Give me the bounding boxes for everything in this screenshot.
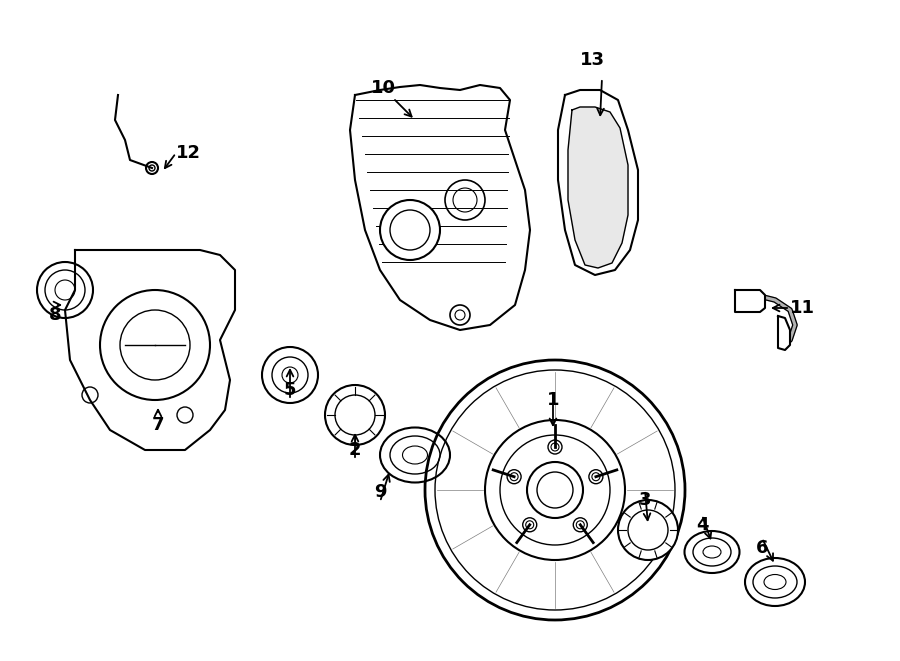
Polygon shape xyxy=(350,85,530,330)
Polygon shape xyxy=(778,316,790,350)
Ellipse shape xyxy=(685,531,740,573)
Text: 7: 7 xyxy=(152,416,164,434)
Text: 6: 6 xyxy=(756,539,769,557)
Circle shape xyxy=(380,200,440,260)
Text: 5: 5 xyxy=(284,381,296,399)
Text: 12: 12 xyxy=(176,144,201,162)
Polygon shape xyxy=(568,107,628,268)
Polygon shape xyxy=(558,90,638,275)
Text: 2: 2 xyxy=(349,441,361,459)
Text: 1: 1 xyxy=(547,391,559,409)
Text: 11: 11 xyxy=(789,299,814,317)
Circle shape xyxy=(618,500,678,560)
Text: 8: 8 xyxy=(49,306,61,324)
Ellipse shape xyxy=(745,558,805,606)
Text: 13: 13 xyxy=(580,51,605,69)
Text: 4: 4 xyxy=(696,516,708,534)
Polygon shape xyxy=(65,250,235,450)
Text: 9: 9 xyxy=(374,483,386,501)
Polygon shape xyxy=(735,290,765,312)
Text: 3: 3 xyxy=(639,491,652,509)
Text: 10: 10 xyxy=(371,79,395,97)
